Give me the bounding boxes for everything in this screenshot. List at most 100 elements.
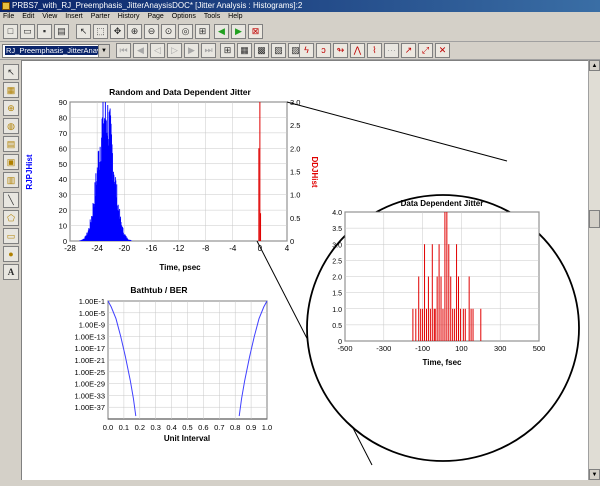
rj-bar	[123, 234, 125, 241]
prev-page-icon[interactable]: ◁	[150, 43, 165, 58]
crosshair-icon[interactable]: ⊕	[3, 100, 19, 116]
marker-8-icon[interactable]: ⤢	[418, 43, 433, 58]
table-icon[interactable]: ▦	[3, 82, 19, 98]
zoom-in-icon[interactable]: ⊕	[127, 24, 142, 39]
window-title: PRBS7_with_RJ_Preemphasis_JitterAnaysisD…	[12, 1, 303, 10]
zoom-out-icon[interactable]: ⊖	[144, 24, 159, 39]
open-icon[interactable]: ▭	[20, 24, 35, 39]
rj-bar	[118, 218, 120, 241]
chevron-down-icon[interactable]: ▼	[98, 45, 109, 57]
rj-bar	[123, 235, 125, 241]
export-icon[interactable]: ▥	[3, 172, 19, 188]
marker-6-icon[interactable]: ⋯	[384, 43, 399, 58]
marker-2-icon[interactable]: ↄ	[316, 43, 331, 58]
rj-bar	[84, 238, 85, 241]
grid-b-icon[interactable]: ▦	[237, 43, 252, 58]
rj-bar	[91, 216, 93, 241]
menu-view[interactable]: View	[42, 13, 58, 20]
marker-7-icon[interactable]: ↗	[401, 43, 416, 58]
menu-page[interactable]: Page	[147, 13, 164, 20]
next-page-icon[interactable]: ▷	[167, 43, 182, 58]
save-icon[interactable]: ▪	[37, 24, 52, 39]
chart1-ylabel-right: DDJHist	[310, 156, 319, 187]
rj-bar	[97, 151, 99, 241]
menu-parter[interactable]: Parter	[90, 13, 110, 20]
forward-icon[interactable]: ▶	[231, 24, 246, 39]
marker-5-icon[interactable]: ⌇	[367, 43, 382, 58]
line-icon[interactable]: ╲	[3, 192, 19, 208]
menu-file[interactable]: File	[3, 13, 15, 20]
ddj-zoom-chart[interactable]: Data Dependent Jitter -500 -300 -100 100 300…	[332, 199, 545, 367]
rj-bar	[87, 230, 89, 241]
view-selector[interactable]: RJ_Preemphasis_JitterAnaysis ▼	[2, 44, 110, 58]
scroll-thumb[interactable]	[589, 210, 600, 228]
menu-tools[interactable]: Tools	[203, 13, 221, 20]
menu-options[interactable]: Options	[171, 13, 196, 20]
marker-9-icon[interactable]: ✕	[435, 43, 450, 58]
globe-icon[interactable]: ◍	[3, 118, 19, 134]
grid-icon[interactable]: ▤	[3, 136, 19, 152]
next-icon[interactable]: ▶	[184, 43, 199, 58]
select-arrow-icon[interactable]: ↖	[3, 64, 19, 80]
chart2-x-tick-label: 100	[455, 344, 468, 353]
eye-diagram-icon[interactable]: ▣	[3, 154, 19, 170]
pan-icon[interactable]: ✥	[110, 24, 125, 39]
back-icon[interactable]: ◀	[214, 24, 229, 39]
grid-d-icon[interactable]: ▧	[271, 43, 286, 58]
chart1-x-tick-label: -8	[202, 244, 210, 253]
stop-icon[interactable]: ⊠	[248, 24, 263, 39]
scroll-down-icon[interactable]: ▼	[589, 469, 600, 480]
page-canvas[interactable]: Random and Data Dependent Jitter -28 -24-…	[22, 60, 588, 480]
zoom-x-icon[interactable]: ⊙	[161, 24, 176, 39]
chart2-bars	[412, 212, 482, 341]
chart1-y2-tick-label: 2.5	[290, 121, 300, 130]
chart3-y-tick-label: 1.00E-17	[75, 344, 105, 353]
grid-a-icon[interactable]: ⊞	[220, 43, 235, 58]
rj-bar	[121, 225, 122, 241]
chart3-x-tick-label: 0.5	[182, 423, 192, 432]
text-icon[interactable]: A	[3, 264, 19, 280]
polygon-icon[interactable]: ⬠	[3, 210, 19, 226]
ellipse-icon[interactable]: ●	[3, 246, 19, 262]
rj-ddj-chart[interactable]: Random and Data Dependent Jitter -28 -24-…	[25, 87, 319, 272]
print-icon[interactable]: ▤	[54, 24, 69, 39]
grid-c-icon[interactable]: ▩	[254, 43, 269, 58]
bathtub-chart[interactable]: Bathtub / BER 0.0 0.1 0.2 0.3 0.4 0.5 0.6 0.7 0.…	[75, 285, 273, 443]
rj-bar	[105, 119, 107, 241]
chart3-y-tick-label: 1.00E-21	[75, 356, 105, 365]
chart3-x-tick-label: 0.2	[135, 423, 145, 432]
marker-1-icon[interactable]: ϟ	[299, 43, 314, 58]
vertical-scrollbar[interactable]: ▲ ▼	[588, 60, 600, 480]
marker-3-icon[interactable]: ↬	[333, 43, 348, 58]
chart2-title: Data Dependent Jitter	[401, 199, 484, 208]
rj-bar	[100, 161, 102, 241]
new-icon[interactable]: □	[3, 24, 18, 39]
chart1-y2-tick-label: 1.5	[290, 168, 300, 177]
last-icon[interactable]: ⏭	[201, 43, 216, 58]
menu-help[interactable]: Help	[228, 13, 243, 20]
prev-icon[interactable]: ◀	[133, 43, 148, 58]
rj-bar	[130, 240, 132, 241]
marker-4-icon[interactable]: ⋀	[350, 43, 365, 58]
charts-svg: Random and Data Dependent Jitter -28 -24-…	[25, 87, 580, 466]
rj-bar	[109, 108, 111, 241]
rj-bar	[81, 239, 83, 241]
bathtub-line-right	[238, 300, 268, 417]
menu-edit[interactable]: Edit	[22, 13, 35, 20]
menu-insert[interactable]: Insert	[65, 13, 83, 20]
zoom-box-icon[interactable]: ⬚	[93, 24, 108, 39]
scroll-up-icon[interactable]: ▲	[589, 60, 600, 71]
arrow-icon[interactable]: ↖	[76, 24, 91, 39]
chart3-lines	[107, 300, 268, 417]
left-toolbar: ↖ ▦ ⊕ ◍ ▤ ▣ ▥ ╲ ⬠ ▭ ● A	[0, 60, 22, 480]
first-icon[interactable]: ⏮	[116, 43, 131, 58]
chart1-y-tick-label: 90	[59, 98, 67, 107]
rectangle-icon[interactable]: ▭	[3, 228, 19, 244]
fit-icon[interactable]: ⊞	[195, 24, 210, 39]
chart1-xlabel: Time, psec	[159, 263, 201, 272]
zoom-y-icon[interactable]: ◎	[178, 24, 193, 39]
chart3-x-tick-label: 0.8	[230, 423, 240, 432]
rj-bar	[108, 139, 110, 241]
menu-history[interactable]: History	[117, 13, 140, 20]
rj-bar	[115, 197, 117, 241]
